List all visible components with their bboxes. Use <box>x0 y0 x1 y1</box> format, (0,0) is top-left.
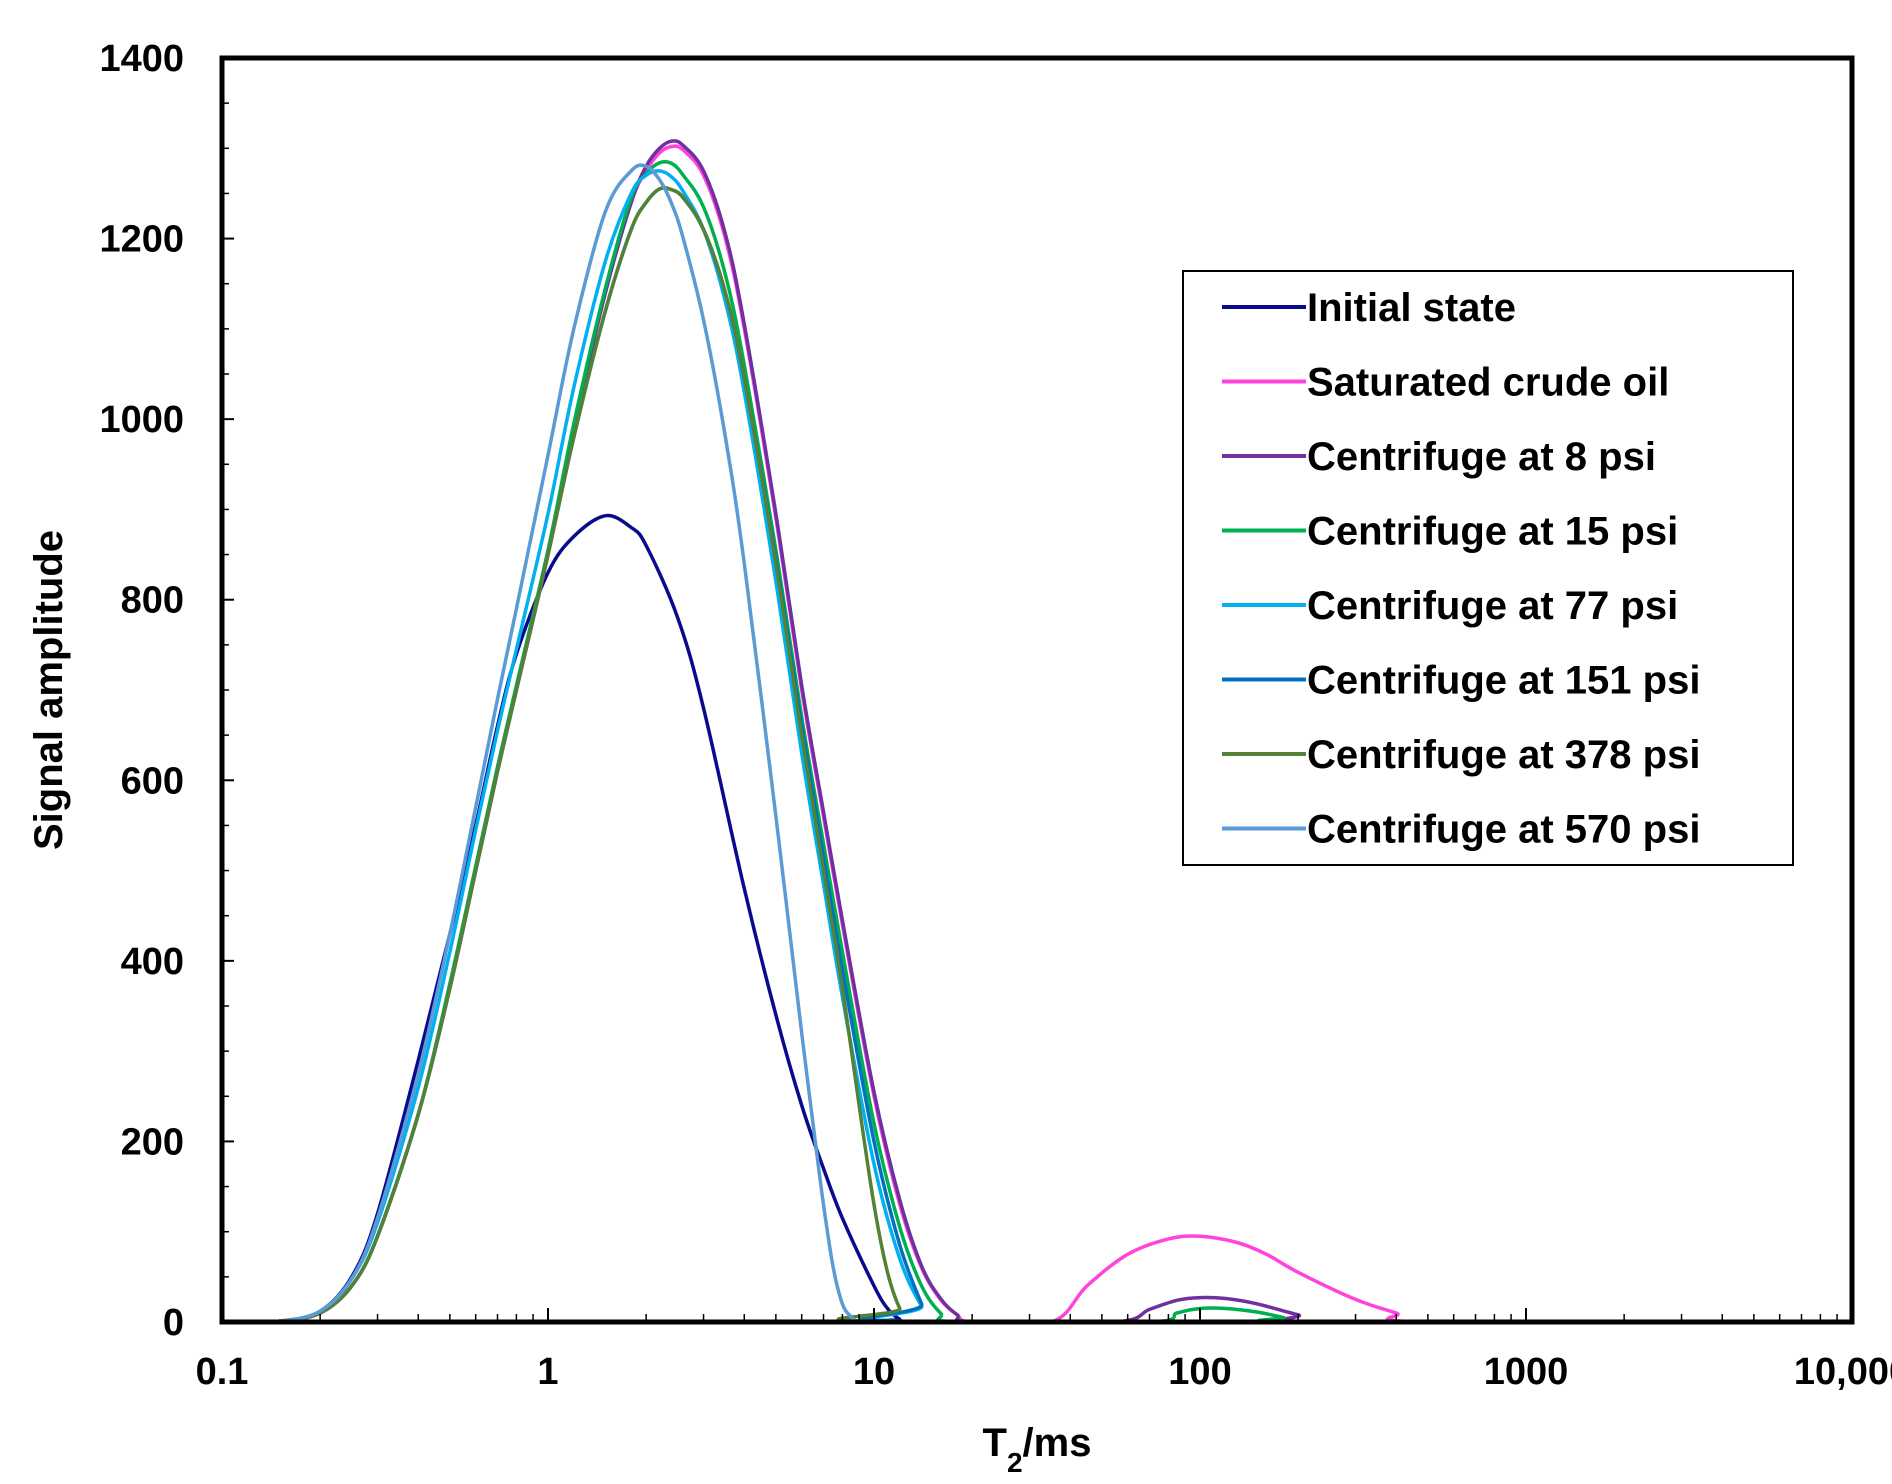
x-tick-label: 1000 <box>1484 1351 1569 1393</box>
legend-label-centrifuge-at-8-psi: Centrifuge at 8 psi <box>1307 435 1656 479</box>
series-lines <box>220 139 1854 1324</box>
series-line-centrifuge-at-378-psi <box>220 186 1854 1324</box>
y-tick-label: 800 <box>121 580 184 622</box>
legend-label-centrifuge-at-151-psi: Centrifuge at 151 psi <box>1307 659 1700 703</box>
legend-items: Initial state Saturated crude oil Centrifu… <box>1222 286 1700 852</box>
x-axis: 0.1 1 10 100 1000 10,000 <box>196 1308 1892 1393</box>
legend-label-centrifuge-at-15-psi: Centrifuge at 15 psi <box>1307 510 1678 554</box>
y-tick-label: 400 <box>121 941 184 983</box>
x-axis-title-rest: /ms <box>1023 1421 1092 1465</box>
x-axis-title-subscript: 2 <box>1007 1447 1023 1478</box>
legend-label-saturated-crude-oil: Saturated crude oil <box>1307 361 1669 405</box>
x-axis-title-main: T <box>983 1421 1007 1465</box>
x-tick-label: 100 <box>1168 1351 1231 1393</box>
y-tick-label: 0 <box>163 1302 184 1344</box>
y-tick-label: 1200 <box>99 219 184 261</box>
y-tick-label: 600 <box>121 760 184 802</box>
x-axis-title: T2/ms <box>983 1421 1092 1478</box>
series-line-centrifuge-at-77-psi <box>220 169 1854 1324</box>
y-tick-label: 1400 <box>99 38 184 80</box>
x-tick-label: 10 <box>853 1351 895 1393</box>
series-line-initial-state <box>220 513 1854 1324</box>
legend: Initial state Saturated crude oil Centrifu… <box>1182 270 1794 866</box>
x-tick-label: 10,000 <box>1794 1351 1892 1393</box>
x-tick-label: 1 <box>537 1351 558 1393</box>
legend-label-centrifuge-at-378-psi: Centrifuge at 378 psi <box>1307 733 1700 777</box>
x-tick-label: 0.1 <box>196 1351 249 1393</box>
legend-label-initial-state: Initial state <box>1307 286 1516 330</box>
legend-box <box>1182 270 1794 866</box>
y-tick-label: 200 <box>121 1121 184 1163</box>
y-tick-label: 1000 <box>99 399 184 441</box>
legend-label-centrifuge-at-570-psi: Centrifuge at 570 psi <box>1307 808 1700 852</box>
y-axis: 0 200 400 600 800 1000 1200 1400 <box>99 38 234 1344</box>
y-axis-title: Signal amplitude <box>27 530 71 850</box>
series-line-centrifuge-at-570-psi <box>220 163 1854 1324</box>
legend-label-centrifuge-at-77-psi: Centrifuge at 77 psi <box>1307 584 1678 628</box>
